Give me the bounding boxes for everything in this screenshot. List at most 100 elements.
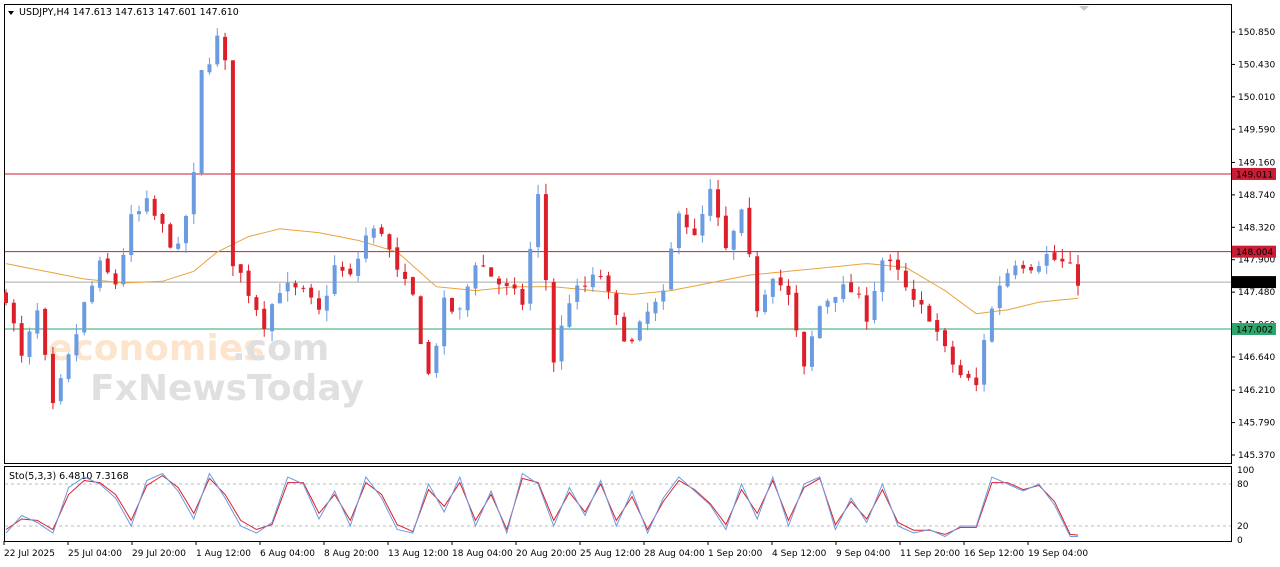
candle-body xyxy=(301,287,306,289)
candle-body xyxy=(676,213,681,249)
candle-body xyxy=(645,311,650,324)
price-panel[interactable] xyxy=(4,4,1232,464)
watermark-dotcom: .com xyxy=(232,328,329,369)
time-tick-label: 11 Sep 20:00 xyxy=(900,549,960,559)
price-tick-label: 149.160 xyxy=(1238,158,1275,168)
candles xyxy=(4,28,1080,410)
candle-body xyxy=(1005,273,1010,287)
price-tick-label: 149.590 xyxy=(1238,125,1275,135)
candle-body xyxy=(418,296,423,345)
level-label-box xyxy=(1232,167,1276,180)
candle-body xyxy=(896,259,901,270)
candle-body xyxy=(551,282,556,363)
candle-body xyxy=(379,227,384,234)
candle-body xyxy=(778,277,783,286)
time-tick-label: 16 Sep 12:00 xyxy=(964,549,1024,559)
level-label-147.610: 147.610 xyxy=(1236,279,1273,289)
candle-body xyxy=(747,207,752,255)
candle-body xyxy=(888,259,893,262)
candle-body xyxy=(723,215,728,249)
candle-body xyxy=(465,286,470,311)
candle-body xyxy=(356,258,361,276)
candle-body xyxy=(293,283,298,288)
candle-body xyxy=(473,265,478,289)
candle-body xyxy=(363,235,368,259)
candle-body xyxy=(1029,267,1034,271)
candle-body xyxy=(43,308,48,355)
candle-body xyxy=(137,211,142,215)
price-tick-label: 147.480 xyxy=(1238,288,1275,298)
level-label-147.002: 147.002 xyxy=(1236,326,1273,336)
time-tick-label: 4 Sep 12:00 xyxy=(772,549,827,559)
candle-body xyxy=(395,247,400,270)
watermark: economies .com FxNewsToday xyxy=(48,328,364,409)
candle-body xyxy=(794,292,799,331)
stoch-tick-label: 20 xyxy=(1237,522,1249,532)
price-axis[interactable]: 150.850 150.430 150.010 149.590 149.160 148.7… xyxy=(1231,28,1275,461)
candle-body xyxy=(207,64,212,73)
candle-body xyxy=(833,296,838,303)
candle-body xyxy=(90,285,95,303)
candle-body xyxy=(755,256,760,312)
price-tick-label: 150.850 xyxy=(1238,28,1275,38)
candle-body xyxy=(512,284,517,289)
candle-body xyxy=(692,228,697,236)
candle-body xyxy=(254,297,259,310)
indicator-info: Sto(5,3,3) 6.4810 7.3168 xyxy=(9,471,129,482)
price-tick-label: 147.900 xyxy=(1238,256,1275,266)
candle-body xyxy=(246,270,251,296)
time-tick-label: 19 Sep 04:00 xyxy=(1028,549,1088,559)
symbol-dropdown-icon[interactable] xyxy=(8,11,14,15)
candle-body xyxy=(622,316,627,342)
candle-body xyxy=(653,301,658,314)
level-labels: 149.011 148.004 147.610 147.002 xyxy=(1232,167,1276,336)
candle-body xyxy=(309,287,314,298)
candle-body xyxy=(575,285,580,302)
time-tick-label: 20 Aug 20:00 xyxy=(516,549,577,559)
candle-body xyxy=(160,214,165,224)
candle-body xyxy=(1013,265,1018,276)
time-tick-label: 28 Aug 04:00 xyxy=(644,549,705,559)
candle-body xyxy=(1021,264,1026,269)
scroll-marker-icon[interactable] xyxy=(1079,6,1089,11)
candle-body xyxy=(19,323,24,356)
candle-body xyxy=(1044,254,1049,266)
time-tick-label: 1 Aug 12:00 xyxy=(196,549,251,559)
candle-body xyxy=(989,308,994,342)
candle-body xyxy=(183,216,188,244)
candle-body xyxy=(927,305,932,322)
candle-body xyxy=(536,194,541,248)
symbol-info: USDJPY,H4 147.613 147.613 147.601 147.61… xyxy=(19,7,239,18)
candle-body xyxy=(543,194,548,281)
candle-body xyxy=(442,297,447,347)
candle-body xyxy=(285,282,290,292)
candle-body xyxy=(606,275,611,292)
candle-body xyxy=(66,354,71,379)
candle-body xyxy=(340,266,345,271)
time-tick-label: 8 Aug 20:00 xyxy=(324,549,379,559)
candle-body xyxy=(387,234,392,250)
candle-body xyxy=(262,308,267,330)
time-tick-label: 22 Jul 2025 xyxy=(4,549,55,559)
candle-body xyxy=(105,258,110,273)
candle-body xyxy=(669,248,674,290)
horizontal-levels xyxy=(5,173,1231,330)
candle-body xyxy=(113,273,118,285)
candle-body xyxy=(950,346,955,365)
candle-body xyxy=(316,298,321,310)
candle-body xyxy=(82,302,87,333)
candle-body xyxy=(786,285,791,295)
candle-body xyxy=(144,198,149,212)
price-tick-label: 145.790 xyxy=(1238,419,1275,429)
candle-body xyxy=(410,277,415,295)
level-label-box xyxy=(1232,276,1276,289)
time-axis[interactable]: 22 Jul 2025 25 Jul 04:00 29 Jul 20:00 1 Aug… xyxy=(3,541,1088,559)
time-tick-label: 18 Aug 04:00 xyxy=(452,549,513,559)
candle-body xyxy=(661,290,666,302)
candle-body xyxy=(614,293,619,316)
candle-body xyxy=(1052,252,1057,260)
candle-body xyxy=(880,260,885,292)
candle-body xyxy=(825,300,830,307)
candle-body xyxy=(708,188,713,216)
